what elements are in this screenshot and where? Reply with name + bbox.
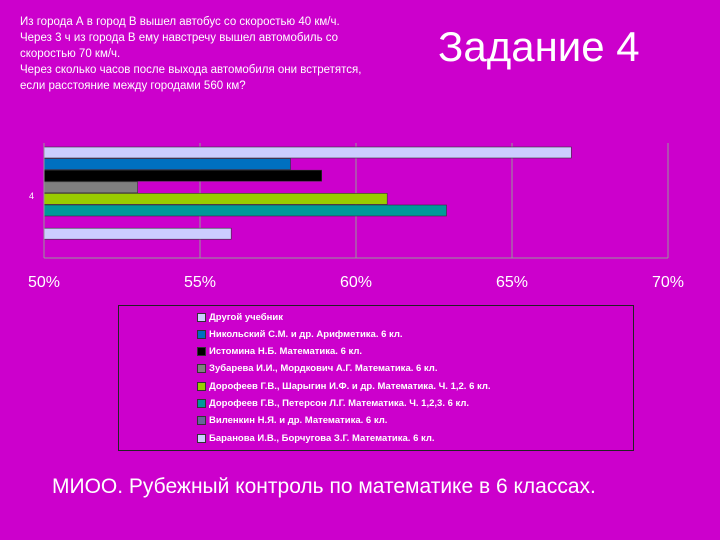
problem-text: Из города А в город В вышел автобус со с… (20, 14, 460, 94)
legend-label: Другой учебник (209, 311, 284, 323)
x-tick-label: 55% (184, 274, 216, 291)
legend-entry: Дорофеев Г.В., Шарыгин И.Ф. и др. Матема… (197, 379, 491, 393)
problem-line: Из города А в город В вышел автобус со с… (20, 16, 340, 28)
legend-swatch (197, 364, 206, 374)
legend-label: Баранова И.В., Борчугова З.Г. Математика… (209, 432, 435, 444)
x-tick-labels: 50% 55% 60% 65% 70% (28, 274, 684, 291)
legend-label: Никольский С.М. и др. Арифметика. 6 кл. (209, 328, 403, 340)
problem-line: скоростью 70 км/ч. (20, 48, 121, 60)
legend-swatch (197, 329, 206, 339)
bar (43, 169, 322, 182)
legend-label: Истомина Н.Б. Математика. 6 кл. (209, 346, 363, 358)
problem-line: Через 3 ч из города В ему навстречу выше… (20, 32, 339, 44)
bar (43, 146, 572, 159)
x-tick-label: 60% (340, 274, 372, 291)
legend-swatch (197, 381, 206, 391)
bar (43, 158, 291, 170)
legend-label: Дорофеев Г.В., Шарыгин И.Ф. и др. Матема… (209, 380, 491, 392)
legend-entry: Дорофеев Г.В., Петерсон Л.Г. Математика.… (197, 397, 469, 411)
bar (43, 181, 138, 194)
bars (43, 146, 572, 240)
x-tick-label: 65% (496, 274, 528, 291)
bar (43, 204, 447, 217)
legend-entry: Истомина Н.Б. Математика. 6 кл. (197, 345, 362, 359)
legend-swatch (197, 433, 206, 443)
category-label: 4 (29, 191, 34, 201)
legend: Другой учебник Никольский С.М. и др. Ариф… (118, 305, 634, 451)
problem-line: если расстояние между городами 560 км? (20, 80, 246, 92)
slide-title: Задание 4 (438, 23, 640, 70)
legend-swatch (197, 312, 206, 322)
footer-caption: МИОО. Рубежный контроль по математике в … (52, 475, 596, 498)
legend-entry: Зубарева И.И., Мордкович А.Г. Математика… (197, 362, 437, 376)
x-tick-label: 70% (652, 274, 684, 291)
legend-entry: Баранова И.В., Борчугова З.Г. Математика… (197, 431, 435, 445)
bar (43, 193, 388, 205)
legend-swatch (197, 416, 206, 426)
problem-line: Через сколько часов после выхода автомоб… (20, 64, 362, 76)
legend-label: Виленкин Н.Я. и др. Математика. 6 кл. (209, 415, 388, 427)
x-tick-label: 50% (28, 274, 60, 291)
legend-entry: Никольский С.М. и др. Арифметика. 6 кл. (197, 327, 403, 341)
legend-label: Дорофеев Г.В., Петерсон Л.Г. Математика.… (209, 398, 470, 409)
legend-swatch (197, 399, 206, 408)
legend-entry: Другой учебник (197, 310, 283, 324)
bar-chart: 4 50% 55% 60% 65% 70% (28, 143, 684, 291)
legend-entry: Виленкин Н.Я. и др. Математика. 6 кл. (197, 414, 387, 428)
legend-swatch (197, 347, 206, 357)
bar (43, 227, 232, 240)
legend-label: Зубарева И.И., Мордкович А.Г. Математика… (209, 363, 438, 375)
